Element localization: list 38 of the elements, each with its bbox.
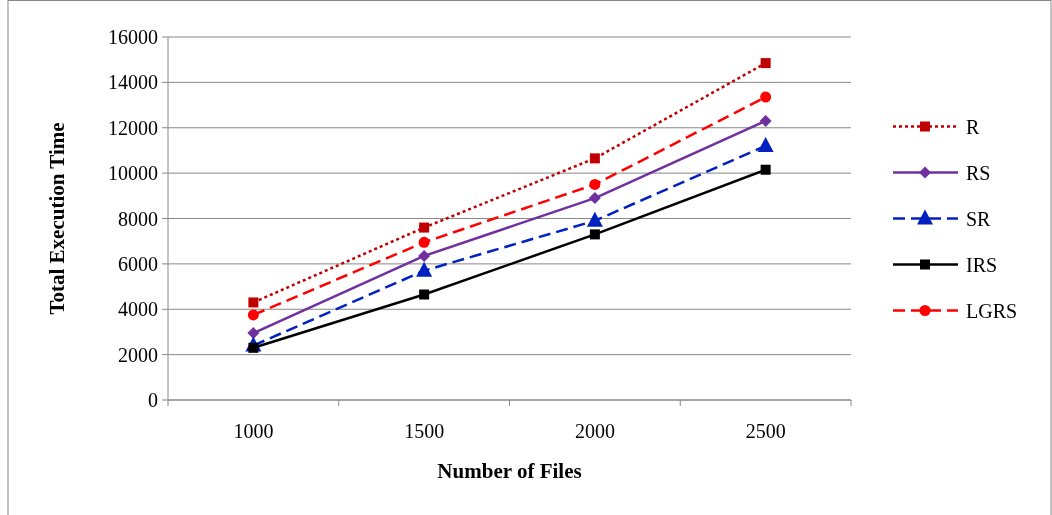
x-tick-label: 1000 xyxy=(233,420,274,442)
point xyxy=(589,229,600,240)
point xyxy=(760,91,772,103)
point xyxy=(760,164,771,175)
point xyxy=(419,289,430,300)
y-tick-label: 14000 xyxy=(108,71,158,94)
y-tick-label: 2000 xyxy=(118,343,158,366)
x-axis-title: Number of Files xyxy=(437,459,582,483)
x-tick-label: 2500 xyxy=(745,420,786,442)
legend-label: IRS xyxy=(966,253,998,276)
point xyxy=(416,261,433,277)
point xyxy=(247,327,260,340)
y-tick-label: 12000 xyxy=(108,116,158,139)
point xyxy=(759,114,772,127)
legend-label: RS xyxy=(966,161,991,184)
point xyxy=(589,178,601,190)
point xyxy=(760,58,771,69)
point xyxy=(586,211,603,227)
y-tick-label: 16000 xyxy=(108,26,158,48)
y-tick-label: 10000 xyxy=(108,162,158,185)
x-tick-label: 1500 xyxy=(404,420,445,442)
x-tick-label: 2000 xyxy=(574,420,615,442)
y-axis-title: Total Execution Time xyxy=(45,122,69,315)
point xyxy=(419,222,430,233)
point xyxy=(588,192,601,205)
y-tick-label: 6000 xyxy=(118,252,158,275)
legend-label: R xyxy=(966,115,980,138)
y-tick-label: 8000 xyxy=(118,207,158,230)
point xyxy=(589,153,600,164)
point xyxy=(418,236,430,248)
y-tick-label: 4000 xyxy=(118,298,158,321)
legend-label: LGRS xyxy=(966,299,1018,322)
point xyxy=(248,297,259,308)
y-tick-label: 0 xyxy=(148,389,158,411)
legend-label: SR xyxy=(966,207,992,230)
point xyxy=(418,249,431,262)
point xyxy=(247,309,259,321)
point xyxy=(757,136,774,152)
